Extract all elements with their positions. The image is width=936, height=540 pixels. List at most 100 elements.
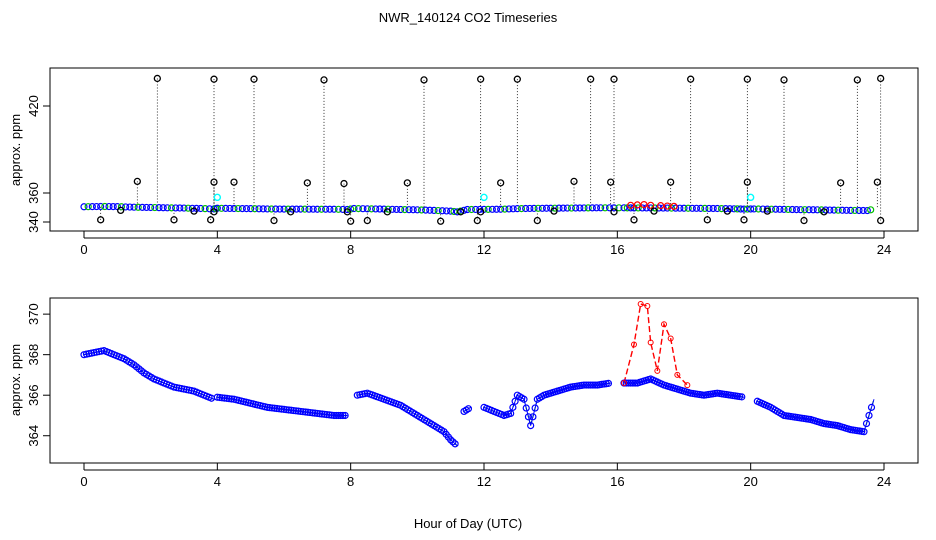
panel-bottom-xtick-label: 0	[80, 474, 87, 489]
baseline-point	[684, 204, 692, 212]
panel-bottom-ytick-label: 368	[26, 344, 41, 366]
series-line-blue	[757, 399, 875, 433]
outlier-point	[190, 207, 198, 215]
baseline-point	[326, 205, 334, 213]
outlier-point	[343, 208, 351, 216]
outlier-point	[250, 75, 258, 83]
panel-top-xtick-label: 4	[214, 242, 221, 257]
baseline-point	[422, 206, 430, 214]
series-point-red	[654, 367, 661, 374]
baseline-point	[334, 205, 343, 213]
series-point-blue	[449, 438, 457, 446]
baseline-point	[517, 204, 526, 213]
baseline-point	[313, 205, 321, 213]
outlier-point	[133, 177, 141, 186]
baseline-point	[442, 207, 451, 215]
baseline-point	[805, 206, 813, 214]
panel-bottom-lines	[83, 303, 875, 447]
panel-top-cyan-series	[213, 193, 755, 202]
series-point-blue	[631, 379, 639, 387]
series-point-blue	[507, 409, 515, 418]
series-point-red	[667, 335, 674, 342]
baseline-point	[809, 206, 817, 214]
outlier-point	[610, 75, 618, 83]
baseline-point	[359, 205, 367, 213]
baseline-point	[226, 204, 234, 213]
outlier-point	[340, 179, 348, 188]
series-point-red	[684, 382, 691, 389]
baseline-point	[105, 202, 113, 211]
series-point-blue	[529, 413, 537, 421]
outlier-point	[383, 208, 391, 216]
baseline-point	[526, 204, 534, 213]
baseline-point	[201, 205, 209, 213]
baseline-point	[542, 204, 551, 212]
series-point-blue	[341, 411, 349, 420]
baseline-point	[615, 204, 623, 212]
baseline-point	[276, 205, 284, 213]
baseline-point	[367, 205, 376, 213]
series-point-blue	[301, 408, 310, 416]
series-point-blue	[509, 403, 517, 411]
baseline-point	[130, 203, 138, 211]
series-point-red	[621, 380, 627, 387]
baseline-point	[247, 205, 255, 213]
outlier-point	[667, 178, 675, 186]
series-point-blue	[299, 408, 307, 416]
panel-bottom-xtick-label: 16	[610, 474, 624, 489]
series-point-blue	[627, 379, 635, 387]
outlier-point	[170, 216, 178, 224]
series-point-blue	[464, 405, 473, 413]
outlier-point	[740, 216, 748, 224]
outlier-point	[820, 208, 828, 216]
outlier-point	[743, 75, 751, 83]
panel-bottom-ticks: 0 4 8 12 16 20 24 364 366 368 370	[26, 303, 891, 489]
baseline-point	[767, 205, 776, 213]
outlier-point	[610, 208, 618, 216]
baseline-point	[792, 206, 801, 214]
series-point-blue	[280, 405, 288, 413]
baseline-point	[730, 205, 738, 213]
baseline-point	[301, 205, 309, 213]
baseline-point	[701, 204, 709, 213]
series-point-blue	[270, 404, 279, 412]
baseline-point	[740, 205, 748, 213]
baseline-point	[584, 204, 592, 212]
series-point-red	[661, 321, 667, 328]
baseline-point	[847, 206, 855, 214]
baseline-point	[372, 205, 380, 213]
baseline-point	[692, 204, 701, 212]
panel-top-ticks: 0 4 8 12 16 20 24 340 360 420	[26, 95, 891, 257]
baseline-point	[855, 206, 863, 215]
baseline-point	[580, 204, 588, 212]
outlier-point	[703, 216, 711, 224]
baseline-point	[737, 205, 745, 213]
baseline-point	[488, 205, 496, 213]
cyan-point	[480, 193, 488, 202]
baseline-point	[397, 205, 405, 214]
baseline-point	[350, 204, 358, 213]
panel-top: approx. ppm 0 4 8 12 16 20 24 340 360 420	[8, 67, 919, 257]
baseline-point	[709, 204, 717, 213]
baseline-point	[354, 205, 363, 213]
series-point-blue	[318, 410, 326, 418]
baseline-point	[363, 205, 371, 213]
series-point-blue	[447, 436, 455, 444]
baseline-point	[620, 204, 628, 212]
panel-top-xtick-label: 16	[610, 242, 624, 257]
baseline-point	[567, 204, 576, 212]
x-axis-label: Hour of Day (UTC)	[414, 516, 522, 531]
baseline-point	[343, 205, 351, 214]
series-point-blue	[313, 409, 321, 418]
baseline-point	[292, 205, 301, 213]
outlier-point	[477, 208, 485, 216]
baseline-point	[438, 207, 446, 215]
outlier-point	[630, 216, 638, 224]
series-point-blue	[304, 408, 312, 416]
series-point-blue	[624, 379, 633, 387]
baseline-point	[450, 207, 458, 216]
outlier-point	[513, 75, 521, 83]
baseline-point	[417, 206, 426, 214]
series-point-blue	[213, 393, 221, 401]
baseline-point	[259, 205, 267, 213]
